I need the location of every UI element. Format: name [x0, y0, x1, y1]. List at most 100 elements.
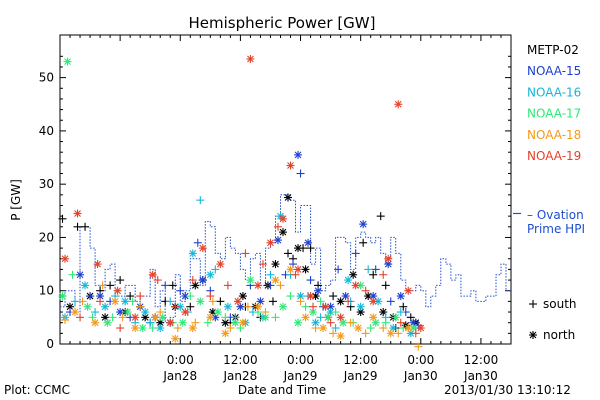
- noaa-19-north-point: [216, 260, 225, 269]
- noaa-17-north-point: [371, 318, 380, 327]
- metp-02-south-point: [58, 214, 67, 223]
- noaa-15-south-point: [193, 238, 202, 247]
- noaa-19-north-point: [351, 281, 360, 290]
- noaa-17-south-point: [108, 313, 117, 322]
- noaa-18-north-point: [271, 276, 280, 285]
- ovation-legend-line1: – Ovation: [527, 208, 584, 222]
- noaa-16-south-point: [196, 196, 205, 205]
- noaa-15-south-point: [371, 265, 380, 274]
- noaa-17-north-point: [294, 318, 303, 327]
- metp-02-north-point: [278, 228, 287, 237]
- noaa-17-south-point: [271, 313, 280, 322]
- noaa-19-south-point: [379, 270, 388, 279]
- noaa-15-north-point: [198, 276, 207, 285]
- noaa-15-south-point: [266, 281, 275, 290]
- noaa-19-north-point: [93, 260, 102, 269]
- noaa-18-north-point: [404, 324, 413, 333]
- noaa-17-north-point: [83, 302, 92, 311]
- y-tick-label: 30: [39, 177, 54, 191]
- noaa-18-south-point: [208, 297, 217, 306]
- noaa-16-south-point: [146, 318, 155, 327]
- metp-02-south-point: [376, 212, 385, 221]
- noaa-19-south-point: [326, 318, 335, 327]
- noaa-19-north-point: [416, 324, 425, 333]
- x-tick-time-label: 0:00: [407, 353, 434, 367]
- noaa-15-north-point: [96, 292, 105, 301]
- noaa-15-south-point: [161, 281, 170, 290]
- noaa-19-south-point: [411, 329, 420, 338]
- noaa-16-north-point: [344, 276, 353, 285]
- metp-02-north-point: [271, 260, 280, 269]
- noaa-19-north-point: [384, 254, 393, 263]
- noaa-19-north-point: [294, 265, 303, 274]
- noaa-18-north-point: [131, 324, 140, 333]
- noaa-18-north-point: [111, 297, 120, 306]
- noaa-15-south-point: [296, 169, 305, 178]
- noaa-19-north-point: [198, 244, 207, 253]
- x-tick-time-label: 0:00: [287, 353, 314, 367]
- noaa-19-south-point: [96, 297, 105, 306]
- noaa-15-north-point: [294, 150, 303, 159]
- noaa-19-south-point: [136, 292, 145, 301]
- metp-02-south-point: [216, 297, 225, 306]
- y-tick-label: 40: [39, 124, 54, 138]
- metp-02-south-point: [284, 249, 293, 258]
- noaa-19-north-point: [404, 286, 413, 295]
- noaa-17-north-point: [231, 318, 240, 327]
- metp-02-south-point: [359, 238, 368, 247]
- noaa-15-south-point: [306, 276, 315, 285]
- noaa-19-south-point: [116, 324, 125, 333]
- noaa-18-north-point: [188, 324, 197, 333]
- noaa-18-north-point: [301, 313, 310, 322]
- noaa-19-south-point: [206, 292, 215, 301]
- metp-02-north-point: [301, 265, 310, 274]
- y-axis-label: P [GW]: [9, 179, 23, 221]
- y-tick-label: 0: [46, 337, 54, 351]
- metp-02-south-point: [381, 281, 390, 290]
- noaa-19-north-point: [113, 286, 122, 295]
- noaa-17-south-point: [148, 324, 157, 333]
- metp-02-south-point: [81, 222, 90, 231]
- legend-marker-north: [529, 331, 537, 339]
- noaa-17-south-point: [381, 318, 390, 327]
- noaa-18-south-point: [311, 324, 320, 333]
- noaa-18-south-point: [361, 329, 370, 338]
- noaa-16-south-point: [266, 270, 275, 279]
- metp-02-south-point: [168, 281, 177, 290]
- metp-02-south-point: [116, 276, 125, 285]
- noaa-15-north-point: [273, 236, 282, 245]
- noaa-17-north-point: [178, 318, 187, 327]
- noaa-17-north-point: [196, 297, 205, 306]
- noaa-18-south-point: [98, 281, 107, 290]
- noaa-19-north-point: [253, 281, 262, 290]
- legend-marker-south: [529, 300, 537, 308]
- noaa-18-south-point: [394, 329, 403, 338]
- noaa-16-north-point: [188, 249, 197, 258]
- noaa-19-south-point: [396, 318, 405, 327]
- noaa-16-south-point: [91, 308, 100, 317]
- noaa-17-north-point: [356, 281, 365, 290]
- noaa-16-south-point: [71, 297, 80, 306]
- noaa-15-south-point: [351, 249, 360, 258]
- x-tick-date-label: Jan29: [343, 369, 378, 383]
- noaa-19-south-point: [153, 276, 162, 285]
- x-tick-time-label: 12:00: [223, 353, 258, 367]
- y-tick-label: 10: [39, 284, 54, 298]
- noaa-17-south-point: [316, 297, 325, 306]
- noaa-15-north-point: [314, 286, 323, 295]
- noaa-19-north-point: [233, 297, 242, 306]
- noaa-19-south-point: [258, 260, 267, 269]
- noaa-15-north-point: [359, 220, 368, 229]
- noaa-18-north-point: [206, 313, 215, 322]
- noaa-19-south-point: [188, 276, 197, 285]
- noaa-18-south-point: [261, 308, 270, 317]
- noaa-18-south-point: [136, 302, 145, 311]
- noaa-18-north-point: [221, 329, 230, 338]
- x-tick-date-label: Jan29: [283, 369, 318, 383]
- noaa-18-south-point: [226, 324, 235, 333]
- noaa-18-south-point: [61, 316, 70, 325]
- noaa-18-south-point: [156, 308, 165, 317]
- noaa-16-north-point: [121, 297, 130, 306]
- noaa-17-north-point: [123, 308, 132, 317]
- noaa-16-north-point: [311, 318, 320, 327]
